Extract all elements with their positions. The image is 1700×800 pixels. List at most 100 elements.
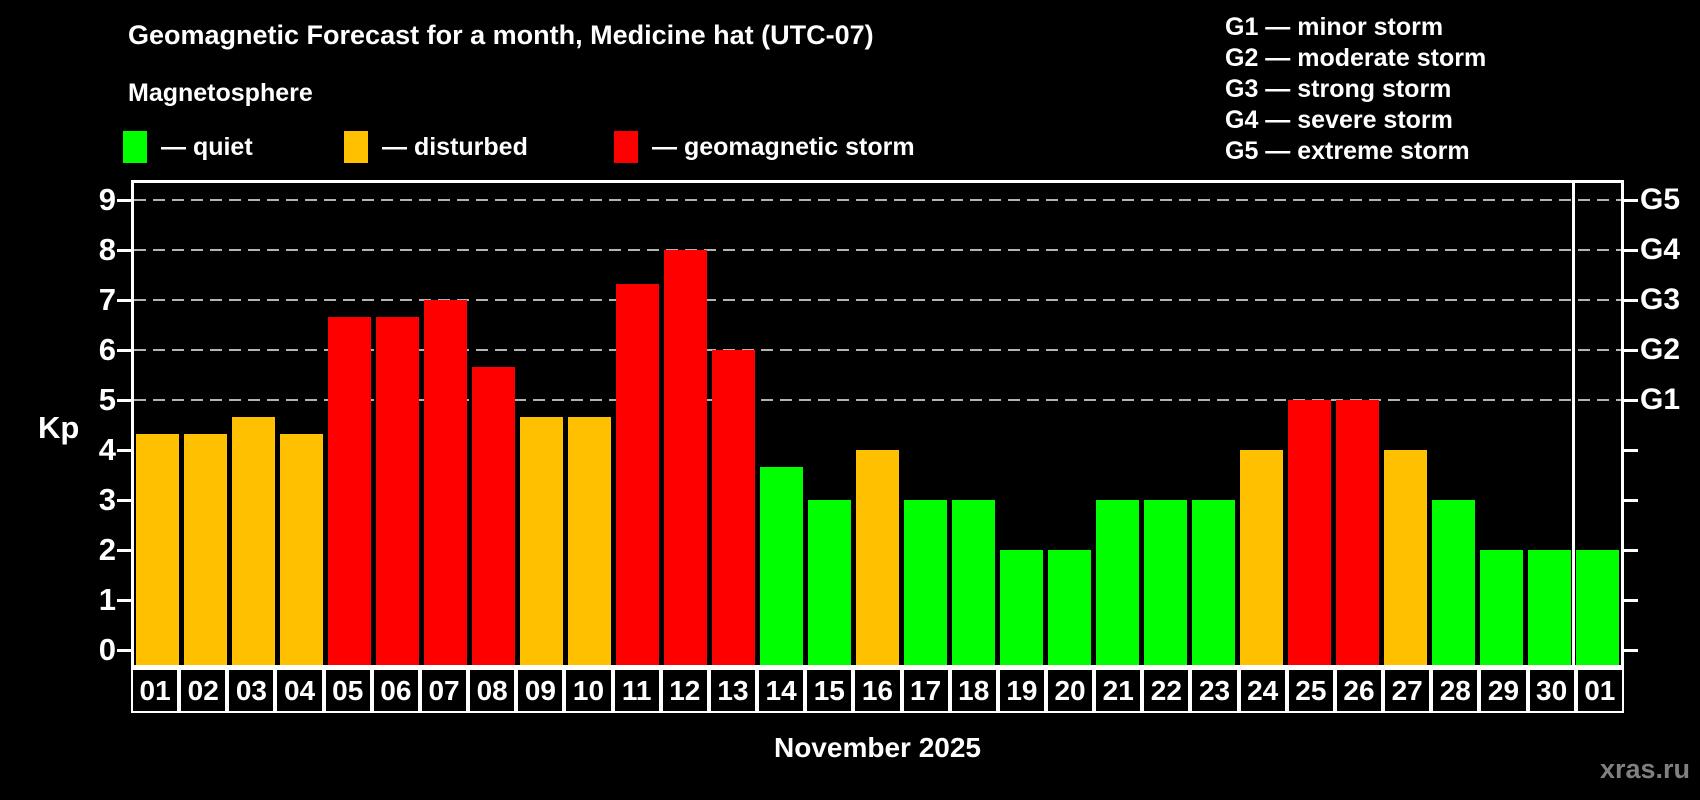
day-label-cell-01: 01 [131, 668, 180, 713]
right-axis-tick [1624, 598, 1638, 602]
day-label-cell-28: 28 [1431, 668, 1480, 713]
right-axis-tick [1624, 298, 1638, 302]
y-axis-tick [117, 348, 131, 352]
y-axis-tick [117, 198, 131, 202]
y-axis-tick [117, 498, 131, 502]
right-axis-tick [1624, 398, 1638, 402]
kp-bar-day-28 [1431, 500, 1475, 665]
kp-bar-day-17 [903, 500, 947, 665]
plot-area: 0 1 2 3 4 5 6 7 8 9 G1 G2 G3 G4 G5 [99, 180, 1680, 668]
storm-scale-item-g4: G4 — severe storm [1225, 106, 1453, 134]
kp-bar-day-09 [520, 416, 564, 665]
g-scale-label-g2: G2 [1640, 333, 1681, 366]
kp-bar-day-25 [1287, 400, 1331, 665]
kp-bar-day-10 [568, 416, 612, 665]
kp-bar-day-14 [760, 466, 804, 665]
right-axis-tick [1624, 648, 1638, 652]
y-tick-label: 5 [98, 382, 116, 417]
day-label-cell-02: 02 [179, 668, 228, 713]
right-axis-tick [1624, 548, 1638, 552]
disturbed-color-swatch [344, 131, 368, 163]
g-scale-label-g5: G5 [1640, 183, 1681, 216]
day-label-cell-18: 18 [949, 668, 998, 713]
kp-bar-day-11 [616, 283, 660, 665]
y-axis-tick [117, 448, 131, 452]
storm-scale-item-g5: G5 — extreme storm [1225, 137, 1470, 165]
gridline [134, 399, 1621, 401]
day-label-cell-29: 29 [1479, 668, 1528, 713]
right-axis-tick [1624, 348, 1638, 352]
day-label-cell-22: 22 [1142, 668, 1191, 713]
kp-bar-day-05 [328, 316, 372, 665]
kp-bar-day-01 [136, 433, 180, 665]
gridline [134, 349, 1621, 351]
g-scale-label-g1: G1 [1640, 383, 1681, 416]
legend-label-disturbed: — disturbed [382, 132, 528, 161]
gridline [134, 199, 1621, 201]
day-label-cell-09: 09 [516, 668, 565, 713]
y-tick-label: 4 [98, 432, 116, 467]
day-label-cell-24: 24 [1238, 668, 1287, 713]
day-label-cell-05: 05 [323, 668, 372, 713]
kp-bar-day-16 [856, 450, 899, 665]
day-label-cell-11: 11 [612, 668, 661, 713]
legend-item-disturbed: — disturbed [344, 129, 528, 165]
legend-label-quiet: — quiet [161, 132, 253, 161]
day-label-cell-15: 15 [805, 668, 854, 713]
quiet-color-swatch [123, 131, 147, 163]
g-scale-label-g3: G3 [1640, 283, 1681, 316]
day-label-cell-23: 23 [1190, 668, 1239, 713]
right-axis-tick [1624, 248, 1638, 252]
kp-bar-day-21 [1095, 500, 1139, 665]
day-label-cell-10: 10 [564, 668, 613, 713]
kp-bar-day-12 [664, 250, 708, 665]
kp-bar-day-26 [1335, 400, 1379, 665]
day-label-cell-04: 04 [275, 668, 324, 713]
y-axis-tick [117, 648, 131, 652]
kp-bar-day-15 [808, 500, 852, 665]
day-label-cell-27: 27 [1383, 668, 1432, 713]
y-axis-tick [117, 298, 131, 302]
month-label: November 2025 [773, 732, 981, 763]
kp-bar-day-27 [1383, 450, 1427, 665]
kp-bar-day-13 [712, 350, 756, 665]
kp-bar-day-19 [999, 550, 1043, 665]
kp-axis-label: Kp [38, 410, 80, 445]
gridline [134, 249, 1621, 251]
y-axis-tick [117, 398, 131, 402]
y-axis-tick [117, 598, 131, 602]
kp-bar-day-29 [1479, 550, 1523, 665]
y-tick-label: 2 [98, 532, 116, 567]
kp-bar-day-03 [232, 416, 276, 665]
right-axis-tick [1624, 448, 1638, 452]
kp-bar-day-06 [376, 316, 420, 665]
kp-bar-day-07 [424, 300, 468, 665]
day-label-cell-07: 07 [419, 668, 469, 713]
xras-watermark: xras.ru [1599, 754, 1690, 784]
kp-bar-day-23 [1191, 500, 1235, 665]
kp-bar-day-18 [951, 500, 995, 665]
magnetosphere-label: Magnetosphere [128, 79, 313, 107]
y-tick-label: 9 [98, 182, 116, 217]
day-axis-row: 01 02 03 04 05 06 07 08 09 10 11 12 13 14 15 16 17 18 19 20… [131, 668, 1624, 713]
day-label-cell-25: 25 [1286, 668, 1335, 713]
gridline [134, 299, 1621, 301]
chart-title: Geomagnetic Forecast for a month, Medici… [128, 20, 874, 50]
kp-bar-day-30 [1527, 550, 1571, 665]
kp-bar-day-22 [1143, 500, 1187, 665]
y-tick-label: 3 [98, 482, 116, 517]
day-label-cell-26: 26 [1334, 668, 1384, 713]
kp-bar-day-20 [1047, 550, 1091, 665]
day-label-cell-30: 30 [1527, 668, 1576, 713]
day-label-cell-21: 21 [1094, 668, 1143, 713]
legend-item-storm: — geomagnetic storm [614, 129, 915, 165]
day-label-cell-03: 03 [227, 668, 276, 713]
day-label-cell-19: 19 [997, 668, 1046, 713]
y-tick-label: 8 [98, 232, 116, 267]
storm-scale-item-g2: G2 — moderate storm [1225, 44, 1487, 72]
y-axis-tick [117, 548, 131, 552]
day-label-cell-16: 16 [853, 668, 902, 713]
day-label-cell-13: 13 [708, 668, 758, 713]
right-axis-tick [1624, 198, 1638, 202]
